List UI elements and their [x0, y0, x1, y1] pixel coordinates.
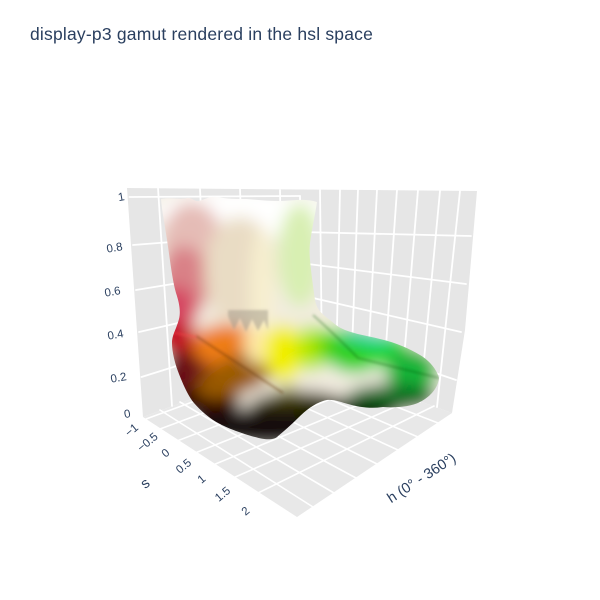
z-tick: 0.2	[110, 371, 128, 386]
s-axis-title: s	[138, 475, 154, 492]
z-tick: 0	[123, 408, 131, 421]
z-tick: 0.8	[106, 241, 124, 256]
surface-creases	[163, 310, 439, 394]
surface-yellow	[264, 324, 304, 382]
s-tick: 0.5	[174, 457, 194, 476]
s-tick: 0	[160, 447, 173, 460]
z-tick: 1	[117, 191, 125, 204]
s-tick: 2	[240, 505, 253, 518]
h-axis-title: h (0° - 360°)	[385, 451, 460, 507]
z-tick: 0.6	[104, 285, 122, 300]
s-tick: 1.5	[213, 485, 233, 504]
surface-pale-green-leg	[278, 203, 322, 307]
s-tick: 1	[196, 473, 209, 486]
s-tick: −1	[123, 422, 141, 440]
s-tick: −0.5	[136, 431, 161, 455]
chart-title: display-p3 gamut rendered in the hsl spa…	[30, 24, 374, 44]
z-axis-ticks: 1 0.8 0.6 0.4 0.2 0	[104, 191, 132, 421]
z-tick: 0.4	[107, 328, 125, 343]
